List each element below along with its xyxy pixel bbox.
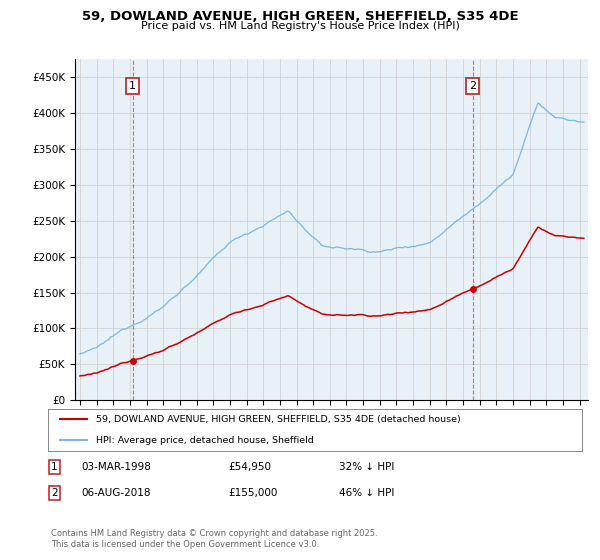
Text: £54,950: £54,950 [228, 462, 271, 472]
Text: 03-MAR-1998: 03-MAR-1998 [81, 462, 151, 472]
Text: 06-AUG-2018: 06-AUG-2018 [81, 488, 151, 498]
Text: 1: 1 [129, 81, 136, 91]
Text: This data is licensed under the Open Government Licence v3.0.: This data is licensed under the Open Gov… [51, 540, 319, 549]
Text: 59, DOWLAND AVENUE, HIGH GREEN, SHEFFIELD, S35 4DE: 59, DOWLAND AVENUE, HIGH GREEN, SHEFFIEL… [82, 10, 518, 23]
Text: 59, DOWLAND AVENUE, HIGH GREEN, SHEFFIELD, S35 4DE (detached house): 59, DOWLAND AVENUE, HIGH GREEN, SHEFFIEL… [96, 415, 461, 424]
Text: Price paid vs. HM Land Registry's House Price Index (HPI): Price paid vs. HM Land Registry's House … [140, 21, 460, 31]
Text: 2: 2 [51, 488, 58, 498]
Text: £155,000: £155,000 [228, 488, 277, 498]
Text: 46% ↓ HPI: 46% ↓ HPI [339, 488, 394, 498]
Text: 1: 1 [51, 462, 58, 472]
Text: HPI: Average price, detached house, Sheffield: HPI: Average price, detached house, Shef… [96, 436, 314, 445]
Text: 2: 2 [469, 81, 476, 91]
Text: Contains HM Land Registry data © Crown copyright and database right 2025.: Contains HM Land Registry data © Crown c… [51, 529, 377, 538]
Text: 32% ↓ HPI: 32% ↓ HPI [339, 462, 394, 472]
